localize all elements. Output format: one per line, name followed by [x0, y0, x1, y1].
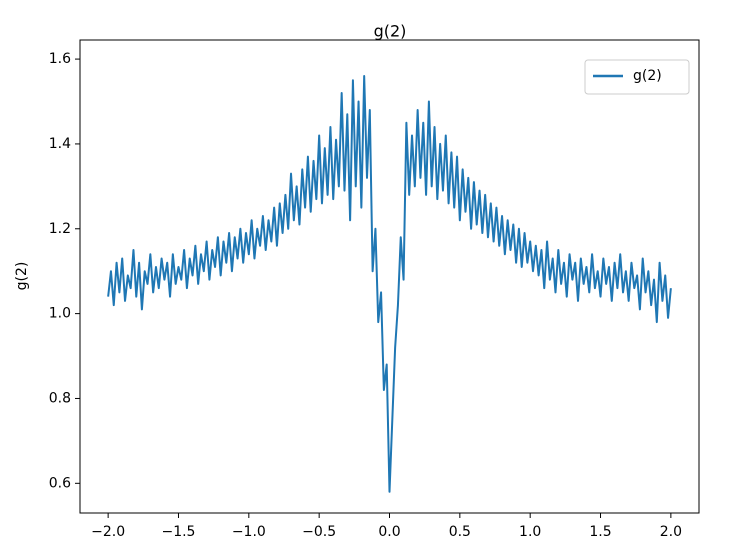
- legend-box: [584, 59, 690, 95]
- y-tick-label: 1.0: [49, 306, 71, 322]
- chart-title: g(2): [374, 22, 407, 41]
- y-tick-label: 0.6: [49, 475, 71, 491]
- y-axis-label: g(2): [14, 262, 30, 291]
- plot-frame: [79, 39, 700, 514]
- x-tick-label: 1.5: [589, 524, 611, 540]
- x-tick-label: −1.0: [232, 524, 266, 540]
- x-tick-label: 0.5: [449, 524, 471, 540]
- y-tick-label: 0.8: [49, 390, 71, 406]
- y-tick-label: 1.4: [49, 136, 71, 152]
- x-tick-label: 0.0: [378, 524, 400, 540]
- x-tick-label: −2.0: [91, 524, 125, 540]
- legend-label: g(2): [633, 68, 662, 84]
- x-tick-label: 2.0: [660, 524, 682, 540]
- x-tick-label: −0.5: [302, 524, 336, 540]
- data-line: [107, 75, 672, 493]
- y-tick-label: 1.6: [49, 51, 71, 67]
- x-tick-label: 1.0: [519, 524, 541, 540]
- y-tick-label: 1.2: [49, 221, 71, 237]
- x-tick-label: −1.5: [161, 524, 195, 540]
